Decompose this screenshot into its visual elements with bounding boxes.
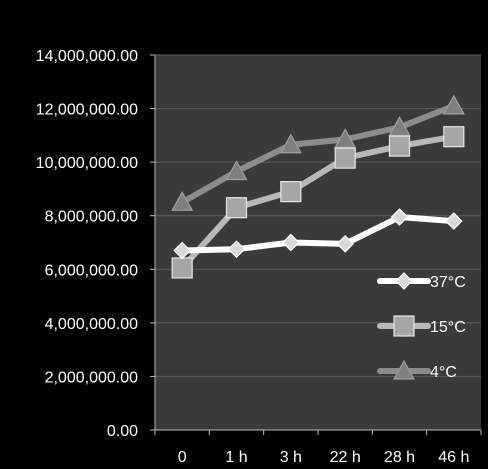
legend-label: 37°C <box>430 274 466 291</box>
legend-marker-triangle <box>392 359 416 380</box>
x-tick-label: 46 h <box>438 449 469 466</box>
data-point-triangle <box>225 160 248 181</box>
data-point-diamond <box>281 233 300 252</box>
data-point-triangle <box>442 94 465 115</box>
data-point-triangle <box>279 133 302 154</box>
data-point-diamond <box>336 234 355 253</box>
legend-label: 4°C <box>430 364 457 381</box>
y-tick-label: 14,000,000.00 <box>36 48 138 65</box>
series-group <box>171 94 465 279</box>
y-tick-label: 8,000,000.00 <box>45 209 139 226</box>
legend-marker-square <box>393 315 415 337</box>
legend-label: 15°C <box>430 319 466 336</box>
y-tick-label: 0.00 <box>107 423 138 440</box>
gridlines <box>155 54 481 377</box>
x-tick-label: 22 h <box>330 449 361 466</box>
data-point-triangle <box>334 128 357 148</box>
data-point-diamond <box>227 240 246 259</box>
x-tick-label: 1 h <box>225 449 247 466</box>
data-point-square <box>280 181 302 203</box>
data-point-square <box>225 197 248 219</box>
y-tick-label: 12,000,000.00 <box>36 102 138 119</box>
data-point-triangle <box>171 191 194 211</box>
legend: 37°C 15°C 4°C <box>377 272 466 381</box>
y-axis: 0.00 2,000,000.00 4,000,000.00 6,000,000.00… <box>36 48 156 440</box>
data-point-square <box>388 135 411 157</box>
data-point-triangle <box>388 116 411 136</box>
data-point-square <box>334 147 356 169</box>
y-tick-label: 10,000,000.00 <box>36 155 138 172</box>
y-tick-label: 2,000,000.00 <box>45 369 139 386</box>
x-tick-label: 3 h <box>280 449 302 466</box>
x-tick-label: 0 <box>178 449 187 466</box>
legend-marker-diamond <box>395 272 413 290</box>
x-axis: 0 1 h 3 h 22 h 28 h 46 h <box>154 429 482 466</box>
y-tick-label: 4,000,000.00 <box>45 316 139 333</box>
x-tick-label: 28 h <box>384 449 415 466</box>
data-point-diamond <box>173 241 192 260</box>
data-point-square <box>443 126 465 148</box>
y-tick-label: 6,000,000.00 <box>45 262 139 279</box>
data-point-square <box>171 257 193 279</box>
data-point-diamond <box>390 208 409 226</box>
data-point-diamond <box>444 212 463 230</box>
series-line <box>179 214 457 254</box>
